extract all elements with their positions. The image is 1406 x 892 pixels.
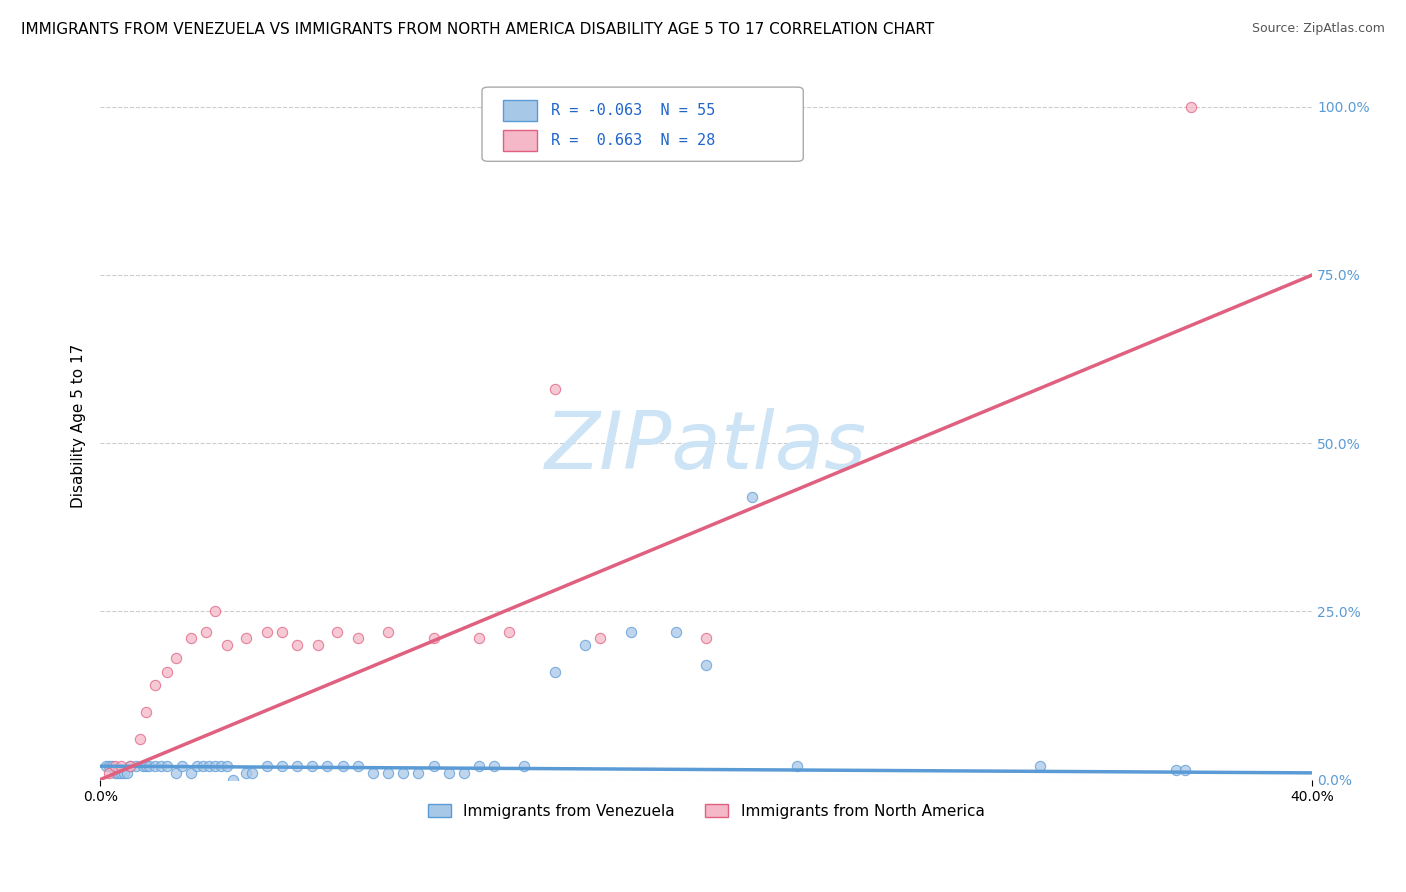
Point xyxy=(741,490,763,504)
Point xyxy=(786,759,808,773)
Point xyxy=(361,765,384,780)
Point xyxy=(256,759,278,773)
Point xyxy=(149,759,172,773)
Point xyxy=(346,759,368,773)
Point xyxy=(204,759,226,773)
Point xyxy=(120,759,142,773)
Point xyxy=(96,759,118,773)
Point xyxy=(120,759,142,773)
Point xyxy=(98,765,121,780)
Point xyxy=(1164,763,1187,777)
Legend: Immigrants from Venezuela, Immigrants from North America: Immigrants from Venezuela, Immigrants fr… xyxy=(422,797,991,825)
Point xyxy=(180,632,202,646)
Point xyxy=(165,765,187,780)
Point xyxy=(195,624,218,639)
Point xyxy=(107,765,129,780)
Point xyxy=(143,678,166,692)
Point xyxy=(468,632,491,646)
Point xyxy=(513,759,536,773)
Point xyxy=(138,759,160,773)
Point xyxy=(135,706,157,720)
Point xyxy=(217,759,239,773)
Point xyxy=(422,632,444,646)
Point xyxy=(198,759,221,773)
Point xyxy=(665,624,688,639)
Point xyxy=(135,759,157,773)
Point xyxy=(332,759,354,773)
Point xyxy=(125,759,148,773)
Point xyxy=(377,624,399,639)
Point xyxy=(377,765,399,780)
Point xyxy=(98,759,121,773)
Point xyxy=(104,759,127,773)
Point xyxy=(204,604,226,618)
Point xyxy=(156,665,179,679)
Point xyxy=(235,765,257,780)
Point xyxy=(165,651,187,665)
Point xyxy=(301,759,323,773)
Point xyxy=(392,765,415,780)
Text: R =  0.663  N = 28: R = 0.663 N = 28 xyxy=(551,133,716,147)
Point xyxy=(316,759,339,773)
Point xyxy=(209,759,232,773)
Point xyxy=(217,638,239,652)
Point xyxy=(325,624,347,639)
Point xyxy=(408,765,430,780)
Point xyxy=(256,624,278,639)
Point xyxy=(240,765,263,780)
Point xyxy=(422,759,444,773)
Point xyxy=(101,759,124,773)
Point xyxy=(143,759,166,773)
Point xyxy=(544,382,567,396)
Y-axis label: Disability Age 5 to 17: Disability Age 5 to 17 xyxy=(72,344,86,508)
FancyBboxPatch shape xyxy=(482,87,803,161)
Point xyxy=(1028,759,1050,773)
FancyBboxPatch shape xyxy=(502,100,537,121)
Point xyxy=(346,632,368,646)
Text: Source: ZipAtlas.com: Source: ZipAtlas.com xyxy=(1251,22,1385,36)
Point xyxy=(156,759,179,773)
Point xyxy=(222,772,245,787)
Point xyxy=(1174,763,1197,777)
Point xyxy=(453,765,475,780)
Point xyxy=(271,624,294,639)
Point xyxy=(307,638,329,652)
Text: ZIPatlas: ZIPatlas xyxy=(546,409,868,486)
Point xyxy=(544,665,567,679)
Point xyxy=(437,765,460,780)
Point xyxy=(131,759,153,773)
Point xyxy=(180,765,202,780)
Point xyxy=(619,624,641,639)
Point xyxy=(193,759,215,773)
Point xyxy=(1180,100,1202,114)
Point xyxy=(285,638,308,652)
Point xyxy=(468,759,491,773)
Point xyxy=(186,759,208,773)
Point xyxy=(271,759,294,773)
Point xyxy=(110,759,132,773)
Point xyxy=(110,765,132,780)
Text: R = -0.063  N = 55: R = -0.063 N = 55 xyxy=(551,103,716,118)
Point xyxy=(104,765,127,780)
Point xyxy=(112,765,135,780)
Point xyxy=(235,632,257,646)
Point xyxy=(589,632,612,646)
Point xyxy=(574,638,596,652)
Text: IMMIGRANTS FROM VENEZUELA VS IMMIGRANTS FROM NORTH AMERICA DISABILITY AGE 5 TO 1: IMMIGRANTS FROM VENEZUELA VS IMMIGRANTS … xyxy=(21,22,935,37)
Point xyxy=(482,759,505,773)
Point xyxy=(170,759,193,773)
Point xyxy=(695,658,717,673)
Point xyxy=(285,759,308,773)
Point xyxy=(695,632,717,646)
Point xyxy=(128,732,150,747)
FancyBboxPatch shape xyxy=(502,129,537,151)
Point xyxy=(117,765,139,780)
Point xyxy=(498,624,520,639)
